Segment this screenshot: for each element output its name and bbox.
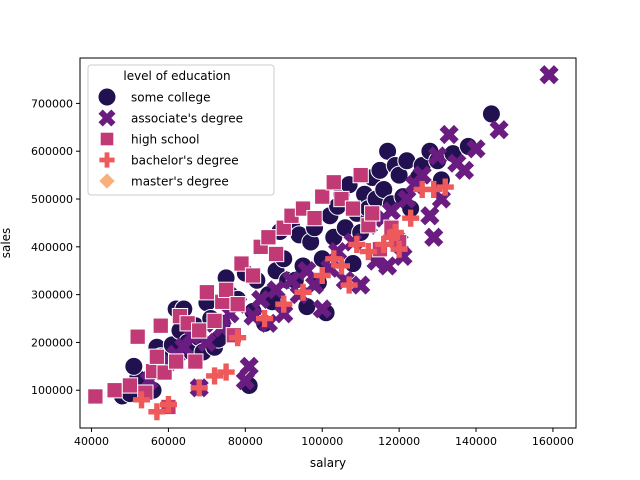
legend-label: master's degree xyxy=(131,175,229,189)
data-point xyxy=(306,209,323,227)
data-point xyxy=(217,281,235,298)
x-tick-label: 80000 xyxy=(228,435,263,448)
data-point xyxy=(313,266,331,285)
data-point xyxy=(436,178,454,196)
legend-label: associate's degree xyxy=(131,112,243,126)
data-point xyxy=(294,283,312,301)
data-point xyxy=(148,403,166,421)
y-tick-label: 100000 xyxy=(31,384,73,397)
x-axis-label: salary xyxy=(310,456,346,470)
data-point xyxy=(187,353,204,370)
data-point xyxy=(402,209,420,227)
x-tick-label: 60000 xyxy=(151,435,186,448)
data-point xyxy=(121,377,139,394)
y-tick-label: 500000 xyxy=(31,193,73,206)
data-point xyxy=(420,206,440,226)
data-point xyxy=(454,160,475,180)
data-point xyxy=(427,146,448,166)
legend-marker xyxy=(98,109,116,127)
data-point xyxy=(239,356,259,376)
data-point xyxy=(106,382,123,399)
data-point xyxy=(191,322,208,339)
data-point xyxy=(412,165,432,185)
data-point xyxy=(364,205,381,222)
data-point xyxy=(386,223,404,242)
data-point xyxy=(352,166,369,184)
data-point xyxy=(297,261,317,281)
data-point xyxy=(129,328,146,345)
legend-marker xyxy=(97,171,117,191)
x-tick-label: 140000 xyxy=(455,435,497,448)
data-point xyxy=(481,104,501,124)
x-tick-label: 100000 xyxy=(301,435,343,448)
x-axis: 40000 60000 80000 100000 120000 140000 160000 xyxy=(74,428,574,448)
legend-marker xyxy=(99,152,115,168)
data-point xyxy=(190,379,208,397)
data-point xyxy=(266,280,286,300)
legend-entries: some college associate's degree high schoo… xyxy=(97,87,243,191)
y-tick-label: 700000 xyxy=(31,97,73,110)
data-point xyxy=(229,329,247,347)
data-point xyxy=(489,120,509,140)
data-point xyxy=(397,189,417,209)
data-point xyxy=(325,174,342,191)
y-axis-label: sales xyxy=(0,228,13,259)
data-point xyxy=(152,317,169,334)
data-point xyxy=(251,289,271,309)
data-point xyxy=(159,396,177,414)
data-point xyxy=(206,367,224,385)
data-point xyxy=(314,188,331,205)
data-point xyxy=(466,139,486,159)
data-point xyxy=(378,256,398,276)
data-point xyxy=(381,201,402,221)
legend: level of education some college associate… xyxy=(87,64,275,196)
data-point xyxy=(235,371,255,391)
x-tick-label: 120000 xyxy=(378,435,420,448)
y-axis: 100000 200000 300000 400000 500000 600000 7000… xyxy=(31,97,80,397)
y-tick-label: 200000 xyxy=(31,336,73,349)
data-point xyxy=(348,235,366,253)
y-tick-label: 400000 xyxy=(31,241,73,254)
legend-marker xyxy=(99,131,115,147)
y-tick-label: 300000 xyxy=(31,289,73,302)
legend-marker xyxy=(97,87,117,107)
data-point xyxy=(132,391,151,409)
data-point xyxy=(124,356,144,376)
data-point xyxy=(206,312,223,330)
data-point xyxy=(260,229,277,246)
y-tick-label: 600000 xyxy=(31,145,73,158)
data-point xyxy=(390,240,408,258)
data-point xyxy=(167,353,185,370)
legend-label: high school xyxy=(131,133,199,147)
data-point xyxy=(281,270,302,290)
x-tick-label: 160000 xyxy=(532,435,574,448)
data-point xyxy=(359,243,377,261)
legend-box xyxy=(87,64,275,196)
legend-title: level of education xyxy=(123,69,230,83)
data-point xyxy=(312,299,332,319)
data-point xyxy=(275,295,293,313)
data-point xyxy=(539,65,559,85)
data-point xyxy=(148,348,166,365)
plot-frame xyxy=(79,57,577,429)
data-point xyxy=(256,309,274,328)
legend-label: some college xyxy=(131,91,210,105)
data-point xyxy=(198,284,216,301)
data-point xyxy=(340,276,358,294)
legend-label: bachelor's degree xyxy=(131,154,239,168)
x-tick-label: 40000 xyxy=(74,435,109,448)
data-point xyxy=(351,275,371,295)
data-point xyxy=(217,363,235,381)
data-point xyxy=(229,296,246,313)
data-point xyxy=(424,227,444,247)
data-point xyxy=(244,267,262,284)
points-layer xyxy=(87,65,559,421)
data-point xyxy=(87,388,104,405)
data-point xyxy=(344,200,362,217)
data-point xyxy=(439,124,459,145)
data-point xyxy=(267,245,285,263)
data-point xyxy=(274,304,294,324)
data-point xyxy=(332,257,351,275)
